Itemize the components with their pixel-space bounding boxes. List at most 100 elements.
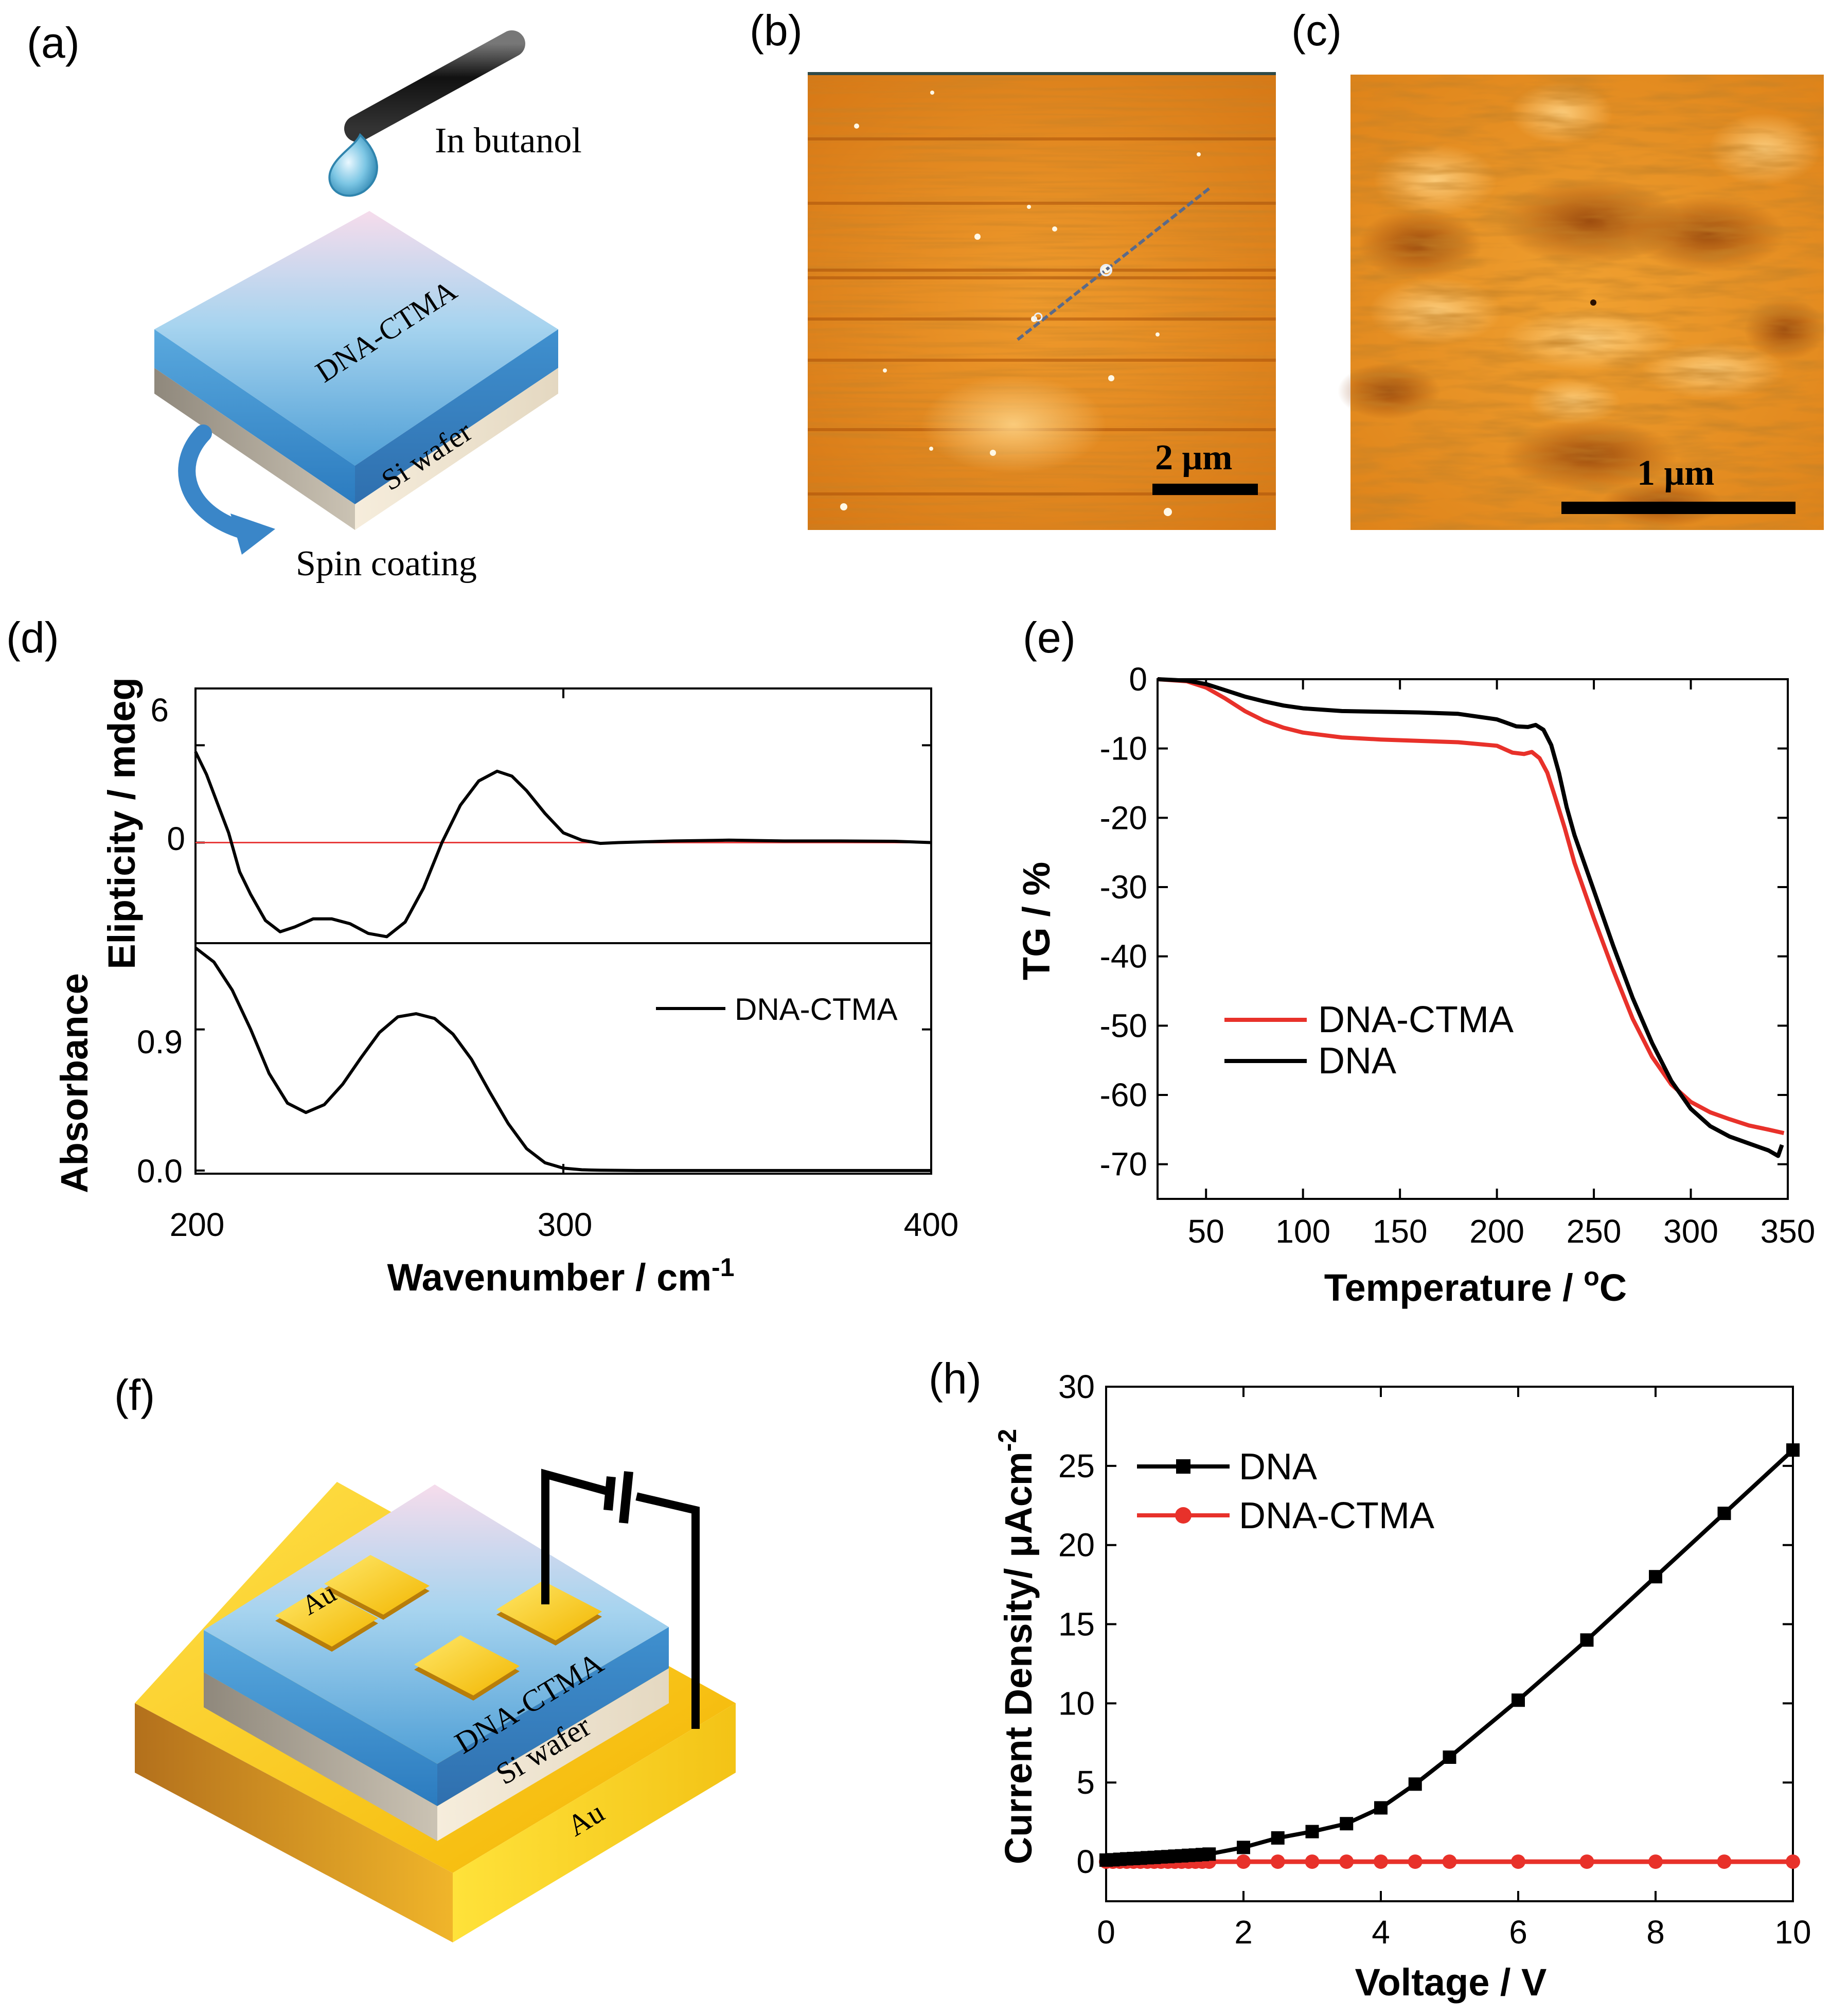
tick-label-h-x: 0	[1097, 1914, 1115, 1951]
battery-icon	[603, 1471, 633, 1524]
wafer-left-side	[154, 368, 355, 530]
panel-label-h: (h)	[929, 1354, 982, 1403]
au-base-right-side	[453, 1703, 736, 1942]
au-electrode-pad	[275, 1587, 378, 1652]
data-point-dna-ctma	[1374, 1854, 1388, 1869]
plot-frame-d-bottom	[194, 942, 932, 1175]
film-f-top-surface	[204, 1484, 669, 1764]
data-point-dna	[1202, 1847, 1216, 1861]
tick-label-h-y: 15	[1058, 1606, 1095, 1643]
axis-label-h-y-text: Current Density/ μAcm	[997, 1452, 1040, 1864]
data-point-dna-ctma	[1442, 1854, 1457, 1869]
solvent-label: In butanol	[435, 121, 582, 161]
data-point-dna	[1374, 1801, 1388, 1815]
data-point-dna	[1443, 1750, 1456, 1764]
legend-label-h-dna-ctma: DNA-CTMA	[1239, 1495, 1434, 1536]
data-point-dna	[1717, 1507, 1731, 1520]
data-point-dna	[1305, 1825, 1319, 1838]
legend-marker-h-dna-ctma	[1175, 1507, 1192, 1524]
data-point-dna	[1512, 1693, 1525, 1707]
tick-label-d-x-400: 400	[904, 1206, 959, 1243]
film-f-left-side	[204, 1630, 437, 1806]
afm-image-b	[808, 72, 1276, 530]
axis-label-d-x: Wavenumber / cm-1	[387, 1253, 734, 1299]
afm-image-c	[1338, 75, 1826, 530]
circuit-wire	[541, 1469, 700, 1729]
tick-label-h-x: 2	[1234, 1914, 1253, 1951]
legend-label-e-dna: DNA	[1318, 1040, 1396, 1082]
data-point-dna-ctma	[1717, 1854, 1732, 1869]
rotation-arrow-icon	[178, 425, 275, 555]
panel-c: (c) 1 μm	[1291, 6, 1826, 530]
data-point-dna-ctma	[1339, 1854, 1354, 1869]
tick-label-e-x: 50	[1188, 1213, 1224, 1250]
series-dna-line	[1106, 1448, 1794, 1862]
film-f-right-side	[437, 1627, 669, 1806]
panel-h: (h) 0 5 10 15 20 25 30 0 2 4 6 8 10 Current Density…	[929, 1354, 1811, 2004]
droplet-icon	[328, 133, 378, 197]
tick-label-h-y: 10	[1058, 1685, 1095, 1722]
data-point-dna-ctma	[1236, 1854, 1251, 1869]
pipette-icon	[328, 30, 525, 197]
series-absorbance-line	[194, 946, 931, 1172]
tick-label-h-y: 25	[1058, 1447, 1095, 1484]
axis-label-e-x-sup: o	[1584, 1262, 1599, 1291]
panel-label-c: (c)	[1291, 6, 1342, 55]
legend-label-d: DNA-CTMA	[735, 992, 898, 1027]
legend-label-e-dna-ctma: DNA-CTMA	[1318, 999, 1514, 1040]
axis-label-e-x-unit: C	[1599, 1266, 1627, 1309]
tick-label-h-x: 6	[1509, 1914, 1527, 1951]
plot-frame-e	[1157, 678, 1789, 1200]
axis-ticks-h	[1105, 1386, 1794, 1901]
data-point-dna-ctma	[1648, 1854, 1663, 1869]
axis-label-d-bot-y: Absorbance	[53, 973, 96, 1193]
legend-marker-h-dna	[1176, 1459, 1190, 1474]
axis-label-h-x: Voltage / V	[1355, 1961, 1547, 2004]
axis-ticks-e	[1158, 678, 1789, 1199]
axis-label-h-y: Current Density/ μAcm-2	[993, 1429, 1040, 1864]
series-dna-markers	[1099, 1443, 1800, 1867]
plot-frame-d-top	[194, 687, 932, 944]
film-left-side	[154, 329, 355, 504]
tick-label-h-x: 10	[1774, 1914, 1811, 1951]
tick-labels-e-x: 50 100 150 200 250 300 350	[1188, 1213, 1816, 1250]
tick-label-d-top-y-6: 6	[150, 692, 169, 729]
tick-label-d-x-200: 200	[170, 1206, 225, 1243]
axis-label-e-x-text: Temperature /	[1324, 1266, 1584, 1309]
axis-label-d-x-sup: -1	[712, 1253, 734, 1282]
data-point-dna-ctma	[1786, 1854, 1800, 1869]
data-point-dna	[1271, 1831, 1285, 1845]
data-point-dna	[1237, 1841, 1250, 1854]
data-point-dna	[1786, 1443, 1800, 1457]
panel-e: (e) 0 -10 -20 -30 -40 -50 -60 -70 50 100 150 200 25…	[1015, 613, 1815, 1309]
process-label: Spin coating	[296, 544, 477, 583]
data-point-dna	[1580, 1633, 1594, 1647]
tick-labels-h-x: 0 2 4 6 8 10	[1097, 1914, 1811, 1951]
panel-d: (d) 6 0 0.9 0.0 200 300 400 Elipticity /…	[6, 613, 958, 1299]
tick-label-e-y: -20	[1100, 799, 1148, 836]
tick-label-d-bot-y-0.9: 0.9	[137, 1023, 183, 1060]
axis-ticks-d	[194, 688, 932, 1174]
tick-label-e-x: 100	[1275, 1213, 1330, 1250]
scale-bar-c	[1561, 502, 1796, 514]
tick-label-d-top-y-0: 0	[167, 820, 185, 857]
data-point-dna	[1649, 1570, 1662, 1584]
axis-label-e-y: TG / %	[1015, 862, 1058, 980]
tick-label-d-bot-y-0.0: 0.0	[137, 1153, 183, 1190]
scale-bar-b	[1152, 484, 1258, 495]
si-wafer-left-side	[204, 1672, 437, 1841]
tick-label-e-x: 150	[1373, 1213, 1428, 1250]
film-right-side	[355, 329, 558, 504]
series-dna-ctma-line	[1157, 677, 1785, 1136]
data-point-dna-ctma	[1579, 1854, 1594, 1869]
tick-label-e-y: -60	[1100, 1076, 1148, 1113]
tick-label-e-y: 0	[1129, 661, 1147, 698]
device-stack-f	[135, 1482, 736, 1942]
tick-labels-e-y: 0 -10 -20 -30 -40 -50 -60 -70	[1100, 661, 1148, 1183]
tick-label-e-y: -70	[1100, 1146, 1148, 1183]
au-electrode-pad	[324, 1555, 430, 1620]
panel-label-d: (d)	[6, 613, 59, 662]
panel-f: (f)	[114, 1371, 736, 1942]
tick-label-e-y: -30	[1100, 869, 1148, 906]
tick-label-e-x: 300	[1663, 1213, 1718, 1250]
